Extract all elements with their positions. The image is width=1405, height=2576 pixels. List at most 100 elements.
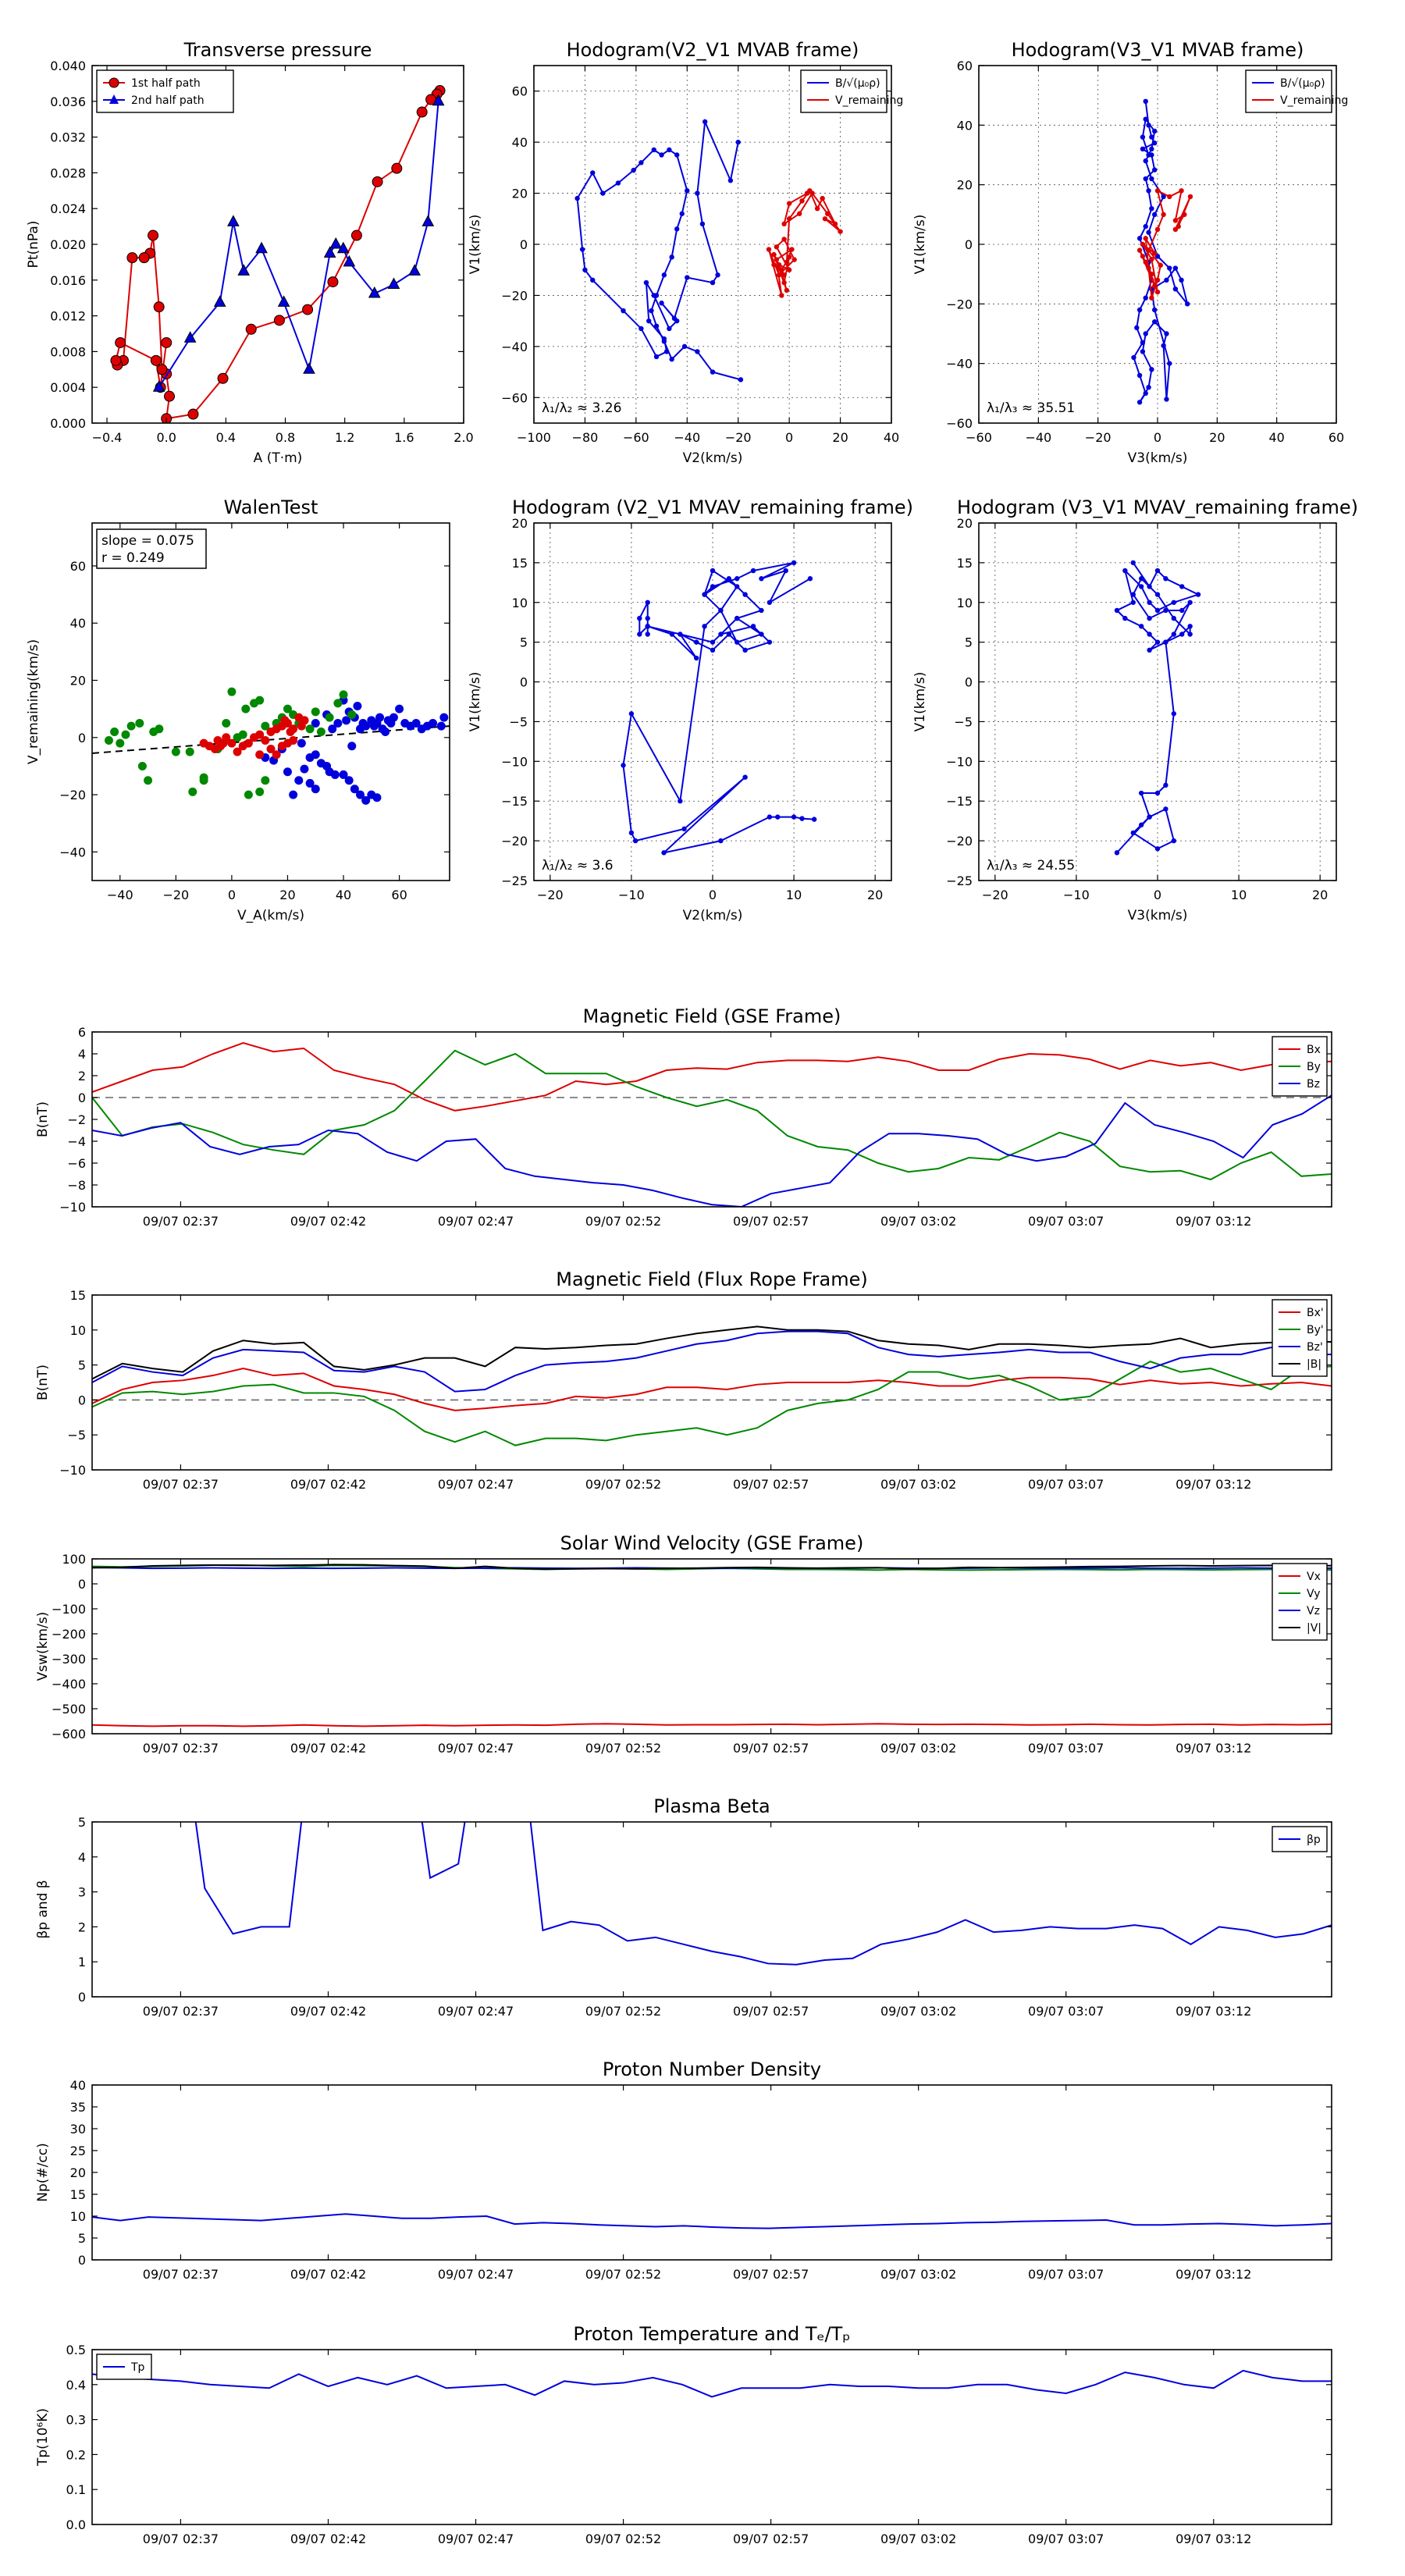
legend-box [1245,69,1332,113]
data-point [1143,390,1148,397]
x-tick-label: 09/07 02:57 [733,1214,809,1229]
data-point [1146,385,1151,390]
x-tick-label: 0 [1154,430,1161,445]
data-point [395,704,404,713]
y-tick-label: −100 [52,1602,86,1617]
data-point [1136,236,1143,241]
legend-label: Bx' [1307,1307,1324,1319]
data-point [1154,226,1161,233]
data-point [750,624,756,629]
data-point [759,632,764,637]
x-tick-label: −20 [725,430,752,445]
data-point [1143,223,1148,229]
data-point [1163,576,1168,582]
data-point [738,377,744,382]
y-tick-label: −5 [509,714,528,729]
data-point [1161,212,1166,218]
y-tick-label: 0 [78,1990,86,2005]
data-point [779,267,784,272]
data-point [328,724,337,734]
data-point [302,304,314,315]
data-point [1187,600,1193,605]
y-tick-label: 5 [965,635,973,650]
data-point [653,323,660,329]
data-point [710,584,716,589]
x-tick-label: 2.0 [454,430,473,445]
data-point [643,279,649,286]
y-tick-label: −40 [501,340,528,354]
data-point [1179,607,1185,614]
data-point [233,747,242,756]
data-point [1143,331,1148,336]
series-line-By [92,1049,1332,1181]
x-tick-label: 09/07 02:47 [438,1477,514,1492]
plot-area [92,1325,1332,1446]
y-tick-label: −300 [52,1652,86,1667]
data-point [272,750,281,760]
chart-walen: WalenTest −40 −20 0 20 40 60 −40 −20 0 20 40 60 V_A(k… [26,496,450,923]
x-axis-label: V2(km/s) [683,908,743,923]
data-point [323,246,336,258]
plot-frame [978,522,1337,881]
x-tick-label: 0 [785,430,793,445]
chart-title: WalenTest [224,496,318,518]
x-axis-label: V2(km/s) [683,450,743,466]
data-point [305,778,315,788]
data-point [789,247,795,252]
x-axis-label: V3(km/s) [1128,908,1188,923]
y-tick-label: 5 [520,635,528,650]
data-point [645,615,650,621]
y-axis-label: V_remaining(km/s) [26,639,41,764]
x-tick-label: 09/07 02:47 [438,1741,514,1756]
x-tick-label: 0 [709,888,717,902]
data-point [735,615,740,621]
data-point [1149,206,1154,212]
series-line-βp [194,1822,1332,1966]
data-point [669,632,675,637]
data-point [375,713,385,722]
data-point [227,215,240,226]
data-point [838,229,843,234]
data-point [1167,361,1172,366]
y-tick-label: 30 [70,2122,86,2137]
data-point [1140,134,1146,140]
chart-hodo1: Hodogram(V2_V1 MVAB frame) −60 −40 −20 0 20 40… [468,39,903,466]
data-point [1149,367,1154,372]
data-point [164,390,176,402]
chart-hodo4: Hodogram (V3_V1 MVAV_remaining frame) −25… [912,496,1358,923]
x-tick-label: 09/07 02:37 [143,1741,219,1756]
x-tick-label: 09/07 03:07 [1028,2004,1104,2019]
data-point [820,195,825,201]
x-tick-label: 40 [1268,430,1284,445]
plot-area [979,523,1336,881]
y-tick-label: −25 [946,873,973,888]
data-point [1136,400,1143,405]
data-point [333,699,343,708]
data-point [632,838,638,844]
x-tick-label: 1.6 [394,430,414,445]
data-point [316,727,325,736]
data-point [679,211,685,216]
data-point [1167,194,1172,200]
chart-title: Hodogram (V3_V1 MVAV_remaining frame) [957,496,1358,518]
data-point [784,259,790,265]
data-point [294,776,304,785]
chart-mag_gse: Magnetic Field (GSE Frame) −10 −8 −6 −4 −2 0 2 4… [35,1005,1332,1229]
data-point [1138,822,1144,827]
data-point [153,301,165,313]
data-point [1140,340,1146,346]
annotation-text: λ₁/λ₂ ≈ 3.6 [542,858,614,873]
data-point [781,272,787,278]
data-point [715,272,720,278]
data-point [774,244,779,250]
data-point [1171,632,1177,637]
y-tick-label: 1 [78,1955,86,1969]
data-point [702,592,707,597]
data-point [1172,218,1179,223]
data-point [1163,782,1168,788]
data-point [1146,123,1151,128]
data-point [702,119,708,125]
legend-label: Bx [1307,1044,1321,1056]
data-point [1151,212,1158,218]
data-point [266,744,276,753]
